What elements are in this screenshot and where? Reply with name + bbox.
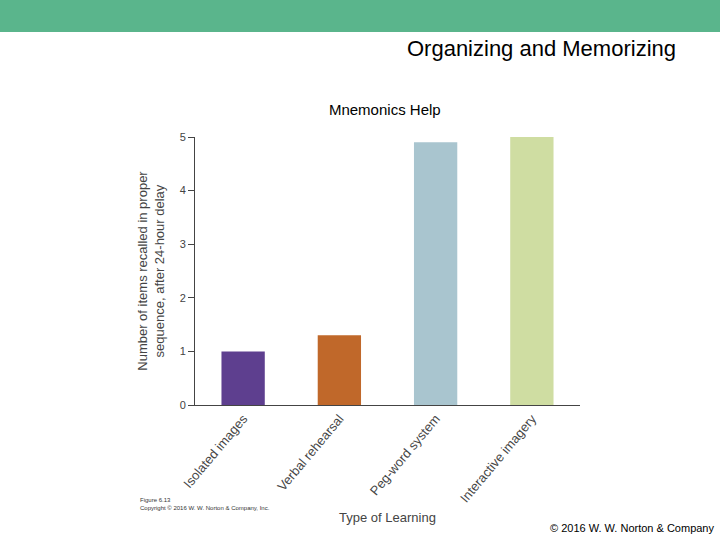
- svg-text:4: 4: [180, 184, 186, 196]
- svg-text:Isolated images: Isolated images: [180, 411, 250, 491]
- html-text:Figure 6.13: Figure 6.13: [140, 497, 171, 503]
- svg-text:0: 0: [180, 399, 186, 411]
- svg-text:Type of Learning: Type of Learning: [339, 510, 436, 525]
- svg-text:3: 3: [180, 238, 186, 250]
- html-text:Organizing and Memorizing: Organizing and Memorizing: [407, 36, 676, 61]
- svg-text:Interactive imagery: Interactive imagery: [457, 411, 539, 505]
- svg-text:Verbal rehearsal: Verbal rehearsal: [274, 411, 346, 493]
- svg-text:1: 1: [180, 345, 186, 357]
- svg-text:2: 2: [180, 292, 186, 304]
- svg-text:Peg-word system: Peg-word system: [367, 412, 443, 499]
- html-text:Copyright © 2016 W. W. Norton: Copyright © 2016 W. W. Norton & Company,…: [140, 505, 270, 511]
- svg-text:Number of items recalled in pr: Number of items recalled in propersequen…: [135, 171, 167, 371]
- svg-text:5: 5: [180, 131, 186, 143]
- html-text:© 2016 W. W. Norton & Company: © 2016 W. W. Norton & Company: [550, 522, 714, 534]
- svg-text:Mnemonics Help: Mnemonics Help: [329, 101, 441, 118]
